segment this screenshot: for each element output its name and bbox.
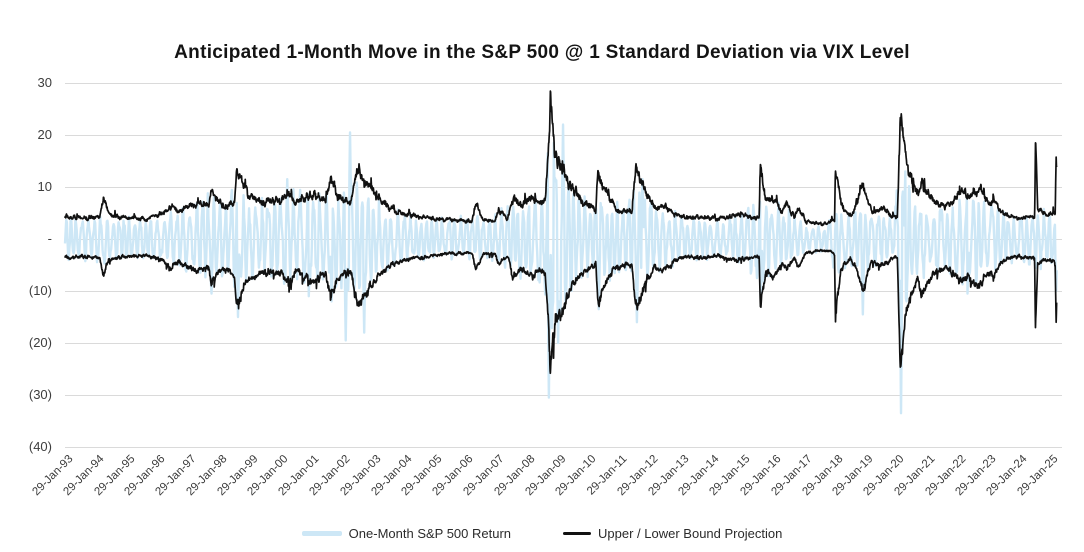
y-axis-tick-label: (30)	[28, 387, 52, 402]
y-axis-tick-label: (40)	[28, 439, 52, 454]
y-axis-tick-label: (20)	[28, 335, 52, 350]
y-axis-tick-label: 30	[37, 75, 52, 90]
legend-label: One-Month S&P 500 Return	[348, 526, 512, 541]
y-axis-tick-label: -	[47, 231, 52, 246]
legend-line-sample-icon	[301, 531, 342, 536]
y-axis-tick-label: (10)	[28, 283, 52, 298]
y-axis-tick-label: 20	[37, 127, 52, 142]
chart-title: Anticipated 1-Month Move in the S&P 500 …	[174, 42, 910, 63]
y-axis-tick-label: 10	[37, 179, 52, 194]
legend-item: One-Month S&P 500 Return	[301, 526, 512, 541]
chart-legend: One-Month S&P 500 Return Upper / Lower Bo…	[0, 526, 1084, 541]
legend-line-sample-icon	[563, 532, 592, 535]
legend-label: Upper / Lower Bound Projection	[598, 526, 783, 541]
legend-item: Upper / Lower Bound Projection	[563, 526, 782, 541]
